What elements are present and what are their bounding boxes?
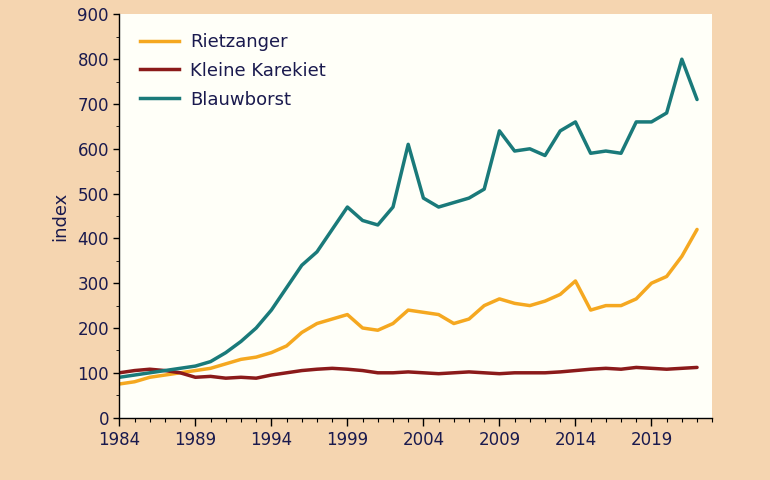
Legend: Rietzanger, Kleine Karekiet, Blauwborst: Rietzanger, Kleine Karekiet, Blauwborst	[134, 27, 331, 114]
Y-axis label: index: index	[51, 192, 69, 240]
